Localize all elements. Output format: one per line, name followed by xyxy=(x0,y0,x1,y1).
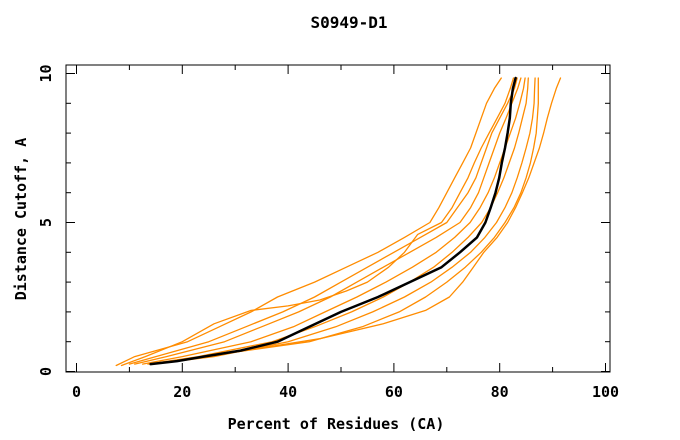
plot-frame xyxy=(65,64,611,373)
curve-model-8 xyxy=(157,77,539,364)
curve-model-2 xyxy=(120,77,515,367)
curves-group xyxy=(115,76,562,367)
x-tick-label: 40 xyxy=(279,383,297,401)
curve-model-7 xyxy=(152,77,536,365)
x-tick-label: 100 xyxy=(592,383,619,401)
curve-model-6 xyxy=(147,77,529,365)
plot-border xyxy=(65,64,611,373)
curve-model-9 xyxy=(160,77,562,364)
curve-model-5 xyxy=(141,77,526,365)
curve-reference xyxy=(149,76,517,366)
tick-labels: 0 20 40 60 80 100 0 5 10 xyxy=(37,64,619,401)
x-axis-label: Percent of Residues (CA) xyxy=(228,415,445,433)
x-tick-label: 0 xyxy=(72,383,81,401)
x-tick-label: 20 xyxy=(173,383,191,401)
x-tick-label: 60 xyxy=(385,383,403,401)
y-axis-label: Distance Cutoff, A xyxy=(12,138,30,301)
curve-model-3 xyxy=(128,77,518,365)
curve-model-1 xyxy=(115,77,502,367)
curve-model-4 xyxy=(134,77,522,365)
y-tick-label: 10 xyxy=(37,64,55,82)
y-tick-label: 0 xyxy=(37,367,55,376)
chart-title: S0949-D1 xyxy=(310,13,387,32)
y-tick-label: 5 xyxy=(37,218,55,227)
x-tick-label: 80 xyxy=(491,383,509,401)
